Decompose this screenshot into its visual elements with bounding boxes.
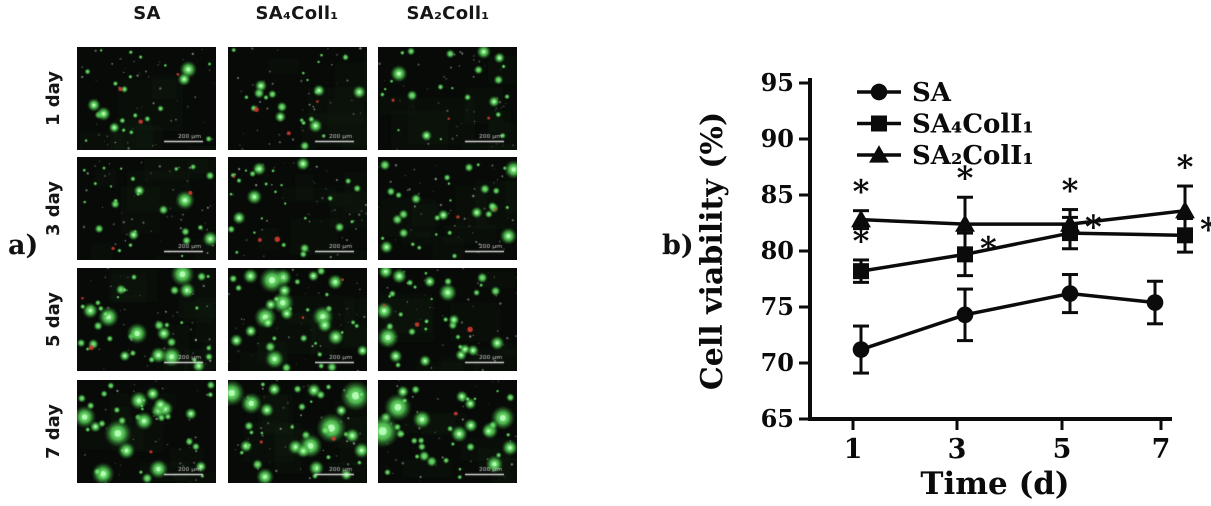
cell-viability-chart: 65 70 75 80 85 90 95 1 3 5 7 Time (d) Cell viability… [695, 68, 1211, 502]
row-label-3day: 3 day [42, 180, 64, 237]
row-label-1day: 1 day [42, 70, 64, 127]
panel-a-label: a) [8, 230, 39, 261]
micrograph-5day-sa4coll1 [228, 268, 367, 371]
svg-text:SA₂ColI₁: SA₂ColI₁ [912, 141, 1034, 171]
svg-text:5: 5 [1053, 434, 1072, 465]
column-header-sa: SA [133, 3, 161, 24]
svg-text:1: 1 [844, 434, 863, 465]
svg-text:SA₄ColI₁: SA₄ColI₁ [912, 110, 1034, 140]
svg-text:*: * [853, 222, 870, 260]
micrograph-5day-sa [77, 268, 216, 371]
svg-text:Time (d): Time (d) [920, 466, 1069, 502]
row-label-5day: 5 day [42, 291, 64, 348]
svg-text:70: 70 [761, 348, 794, 377]
svg-text:*: * [1177, 148, 1194, 186]
svg-text:90: 90 [761, 124, 794, 153]
panel-b-label: b) [662, 230, 694, 261]
svg-text:SA: SA [912, 78, 952, 108]
svg-text:65: 65 [761, 404, 794, 433]
svg-text:85: 85 [761, 180, 794, 209]
micrograph-1day-sa4coll1 [228, 47, 367, 150]
micrograph-7day-sa4coll1 [228, 380, 367, 483]
svg-text:*: * [980, 229, 997, 267]
micrograph-3day-sa [77, 157, 216, 260]
svg-text:3: 3 [948, 434, 967, 465]
micrograph-7day-sa [77, 380, 216, 483]
svg-text:95: 95 [761, 68, 794, 97]
micrograph-3day-sa4coll1 [228, 157, 367, 260]
svg-text:Cell viability (%): Cell viability (%) [695, 112, 730, 390]
svg-text:*: * [1200, 210, 1211, 248]
micrograph-5day-sa2coll1 [378, 268, 517, 371]
micrograph-1day-sa2coll1 [378, 47, 517, 150]
svg-text:75: 75 [761, 292, 794, 321]
column-header-sa2coll1: SA₂Coll₁ [406, 3, 490, 24]
column-header-sa4coll1: SA₄Coll₁ [255, 3, 339, 24]
micrograph-3day-sa2coll1 [378, 157, 517, 260]
svg-text:*: * [853, 173, 870, 211]
svg-text:7: 7 [1152, 434, 1171, 465]
svg-text:*: * [1085, 208, 1102, 246]
svg-text:80: 80 [761, 236, 794, 265]
row-label-7day: 7 day [42, 403, 64, 460]
micrograph-1day-sa [77, 47, 216, 150]
svg-text:*: * [1062, 172, 1079, 210]
svg-text:*: * [957, 159, 974, 197]
micrograph-7day-sa2coll1 [378, 380, 517, 483]
